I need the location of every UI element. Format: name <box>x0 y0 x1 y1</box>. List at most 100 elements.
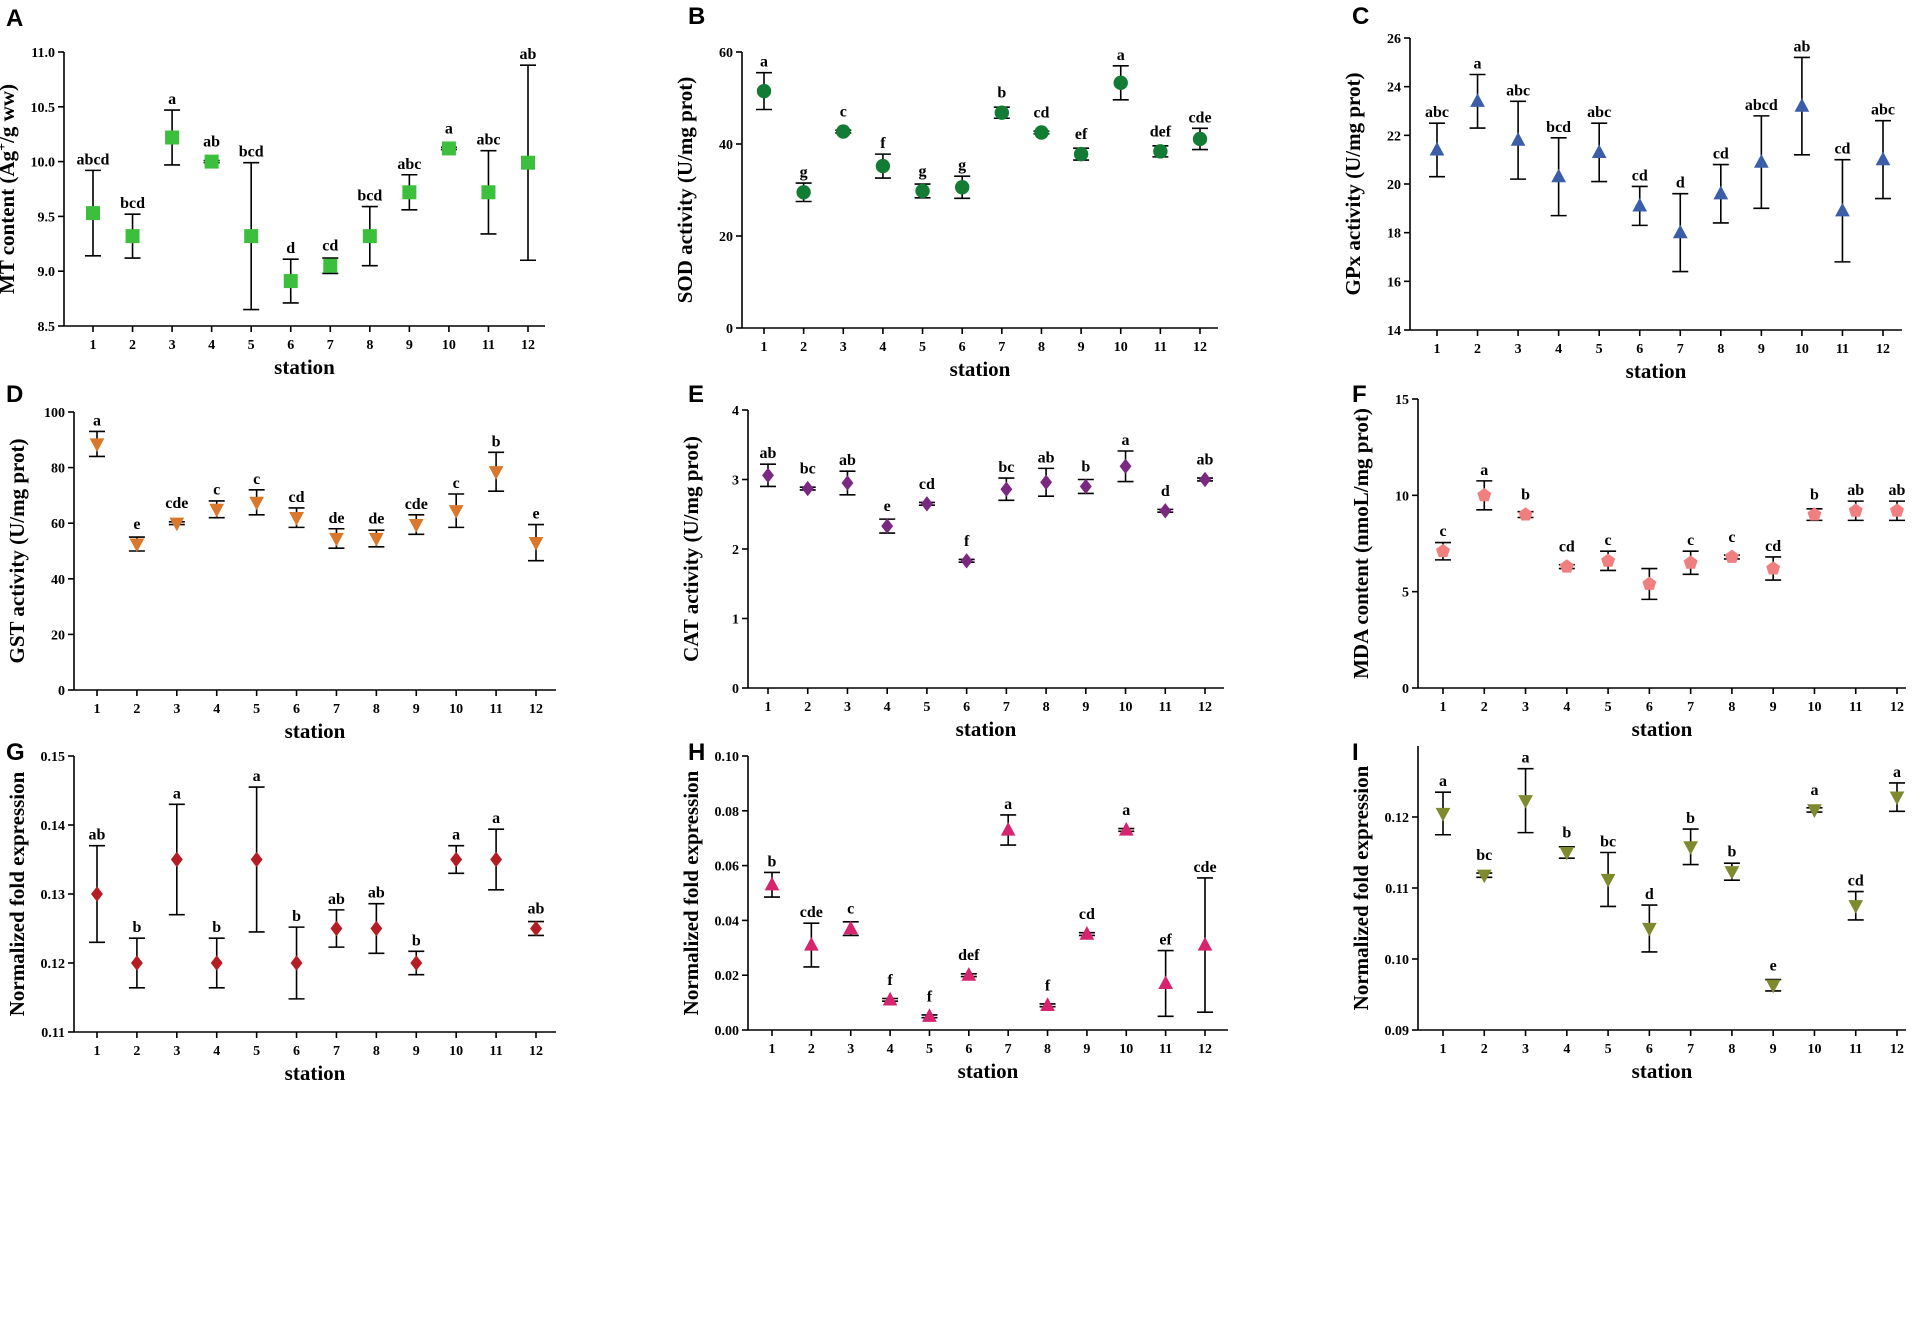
significance-label: b <box>412 932 421 949</box>
y-tick-label: 20 <box>719 230 733 245</box>
data-point <box>1113 75 1128 91</box>
data-point <box>165 130 180 145</box>
x-axis-title: station <box>958 1059 1019 1083</box>
significance-label: cd <box>1559 539 1575 556</box>
y-tick-label: 11.0 <box>31 46 55 61</box>
x-tick-label: 2 <box>133 702 140 717</box>
data-point <box>1192 131 1208 147</box>
data-point <box>954 180 970 195</box>
x-axis-title: station <box>285 719 346 743</box>
data-point <box>1477 487 1492 502</box>
significance-label: a <box>1117 47 1125 64</box>
data-point <box>882 991 898 1006</box>
significance-label: f <box>880 135 886 152</box>
y-tick-label: 0.11 <box>1385 882 1409 897</box>
significance-label: ab <box>528 901 545 918</box>
significance-label: ab <box>520 46 537 63</box>
data-point <box>1642 922 1657 937</box>
y-tick-label: 0.14 <box>41 819 66 834</box>
x-axis-title: station <box>950 357 1011 381</box>
x-tick-label: 1 <box>90 338 97 353</box>
y-tick-label: 40 <box>719 138 733 153</box>
data-point <box>920 496 933 512</box>
y-tick-label: 0.09 <box>1385 1024 1410 1039</box>
significance-label: bc <box>998 459 1014 476</box>
x-tick-label: 11 <box>1159 1042 1172 1057</box>
x-tick-label: 11 <box>482 338 495 353</box>
data-point <box>330 920 343 937</box>
data-point <box>209 503 225 518</box>
significance-label: cde <box>1193 859 1216 876</box>
x-tick-label: 6 <box>959 340 966 355</box>
x-tick-label: 1 <box>94 1044 101 1059</box>
data-point <box>369 532 384 547</box>
x-tick-label: 9 <box>406 338 413 353</box>
x-tick-label: 4 <box>208 338 215 353</box>
data-point <box>1600 873 1616 888</box>
y-tick-label: 80 <box>51 462 65 477</box>
significance-label: ab <box>1038 449 1055 466</box>
x-tick-label: 8 <box>1038 340 1045 355</box>
x-tick-label: 12 <box>529 1044 543 1059</box>
data-point <box>915 183 930 199</box>
data-point <box>89 438 105 453</box>
significance-label: bcd <box>357 188 382 205</box>
data-point <box>370 920 383 937</box>
significance-label: a <box>492 810 500 827</box>
data-point <box>129 538 145 553</box>
significance-label: c <box>840 104 847 121</box>
y-tick-label: 0 <box>732 682 739 697</box>
significance-label: b <box>1810 487 1819 504</box>
panel-letter: C <box>1352 3 1369 30</box>
significance-label: e <box>884 498 891 515</box>
data-point <box>1429 141 1445 156</box>
significance-label: b <box>1727 844 1736 861</box>
y-tick-label: 9.0 <box>38 265 56 280</box>
y-axis-title: Normalized fold expression <box>5 771 29 1016</box>
data-point <box>448 505 464 519</box>
x-tick-label: 5 <box>253 1044 260 1059</box>
significance-label: g <box>919 163 927 180</box>
significance-label: ab <box>1793 38 1810 55</box>
significance-label: a <box>760 54 768 71</box>
x-tick-label: 9 <box>413 1044 420 1059</box>
data-point <box>91 886 103 902</box>
x-tick-label: 4 <box>884 700 891 715</box>
y-tick-label: 8.5 <box>38 320 56 335</box>
data-point <box>441 141 456 156</box>
data-point <box>1724 549 1739 563</box>
significance-label: f <box>927 988 933 1005</box>
significance-label: b <box>1686 810 1695 827</box>
data-point <box>1848 900 1864 914</box>
y-tick-label: 20 <box>1387 178 1401 193</box>
x-tick-label: 6 <box>287 338 294 353</box>
x-tick-label: 6 <box>963 700 970 715</box>
data-point <box>1079 478 1092 495</box>
significance-label: c <box>1605 532 1612 549</box>
y-axis-title: SOD activity (U/mg prot) <box>673 77 697 304</box>
data-point <box>169 517 185 532</box>
x-tick-label: 1 <box>769 1042 776 1057</box>
data-point <box>881 518 894 534</box>
x-tick-label: 5 <box>1605 1042 1612 1057</box>
data-point <box>1079 926 1095 940</box>
data-point <box>1601 553 1616 567</box>
data-point <box>130 955 143 971</box>
significance-label: g <box>958 157 966 174</box>
data-point <box>408 518 424 533</box>
x-tick-label: 12 <box>1876 342 1890 357</box>
x-axis-title: station <box>1632 717 1693 741</box>
y-tick-label: 16 <box>1387 275 1401 290</box>
data-point <box>521 155 535 170</box>
x-tick-label: 1 <box>761 340 768 355</box>
significance-label: bcd <box>239 144 264 161</box>
data-point <box>1794 98 1810 112</box>
y-tick-label: 0 <box>726 322 733 337</box>
data-point <box>1875 151 1891 166</box>
data-point <box>841 475 854 491</box>
y-tick-label: 10.5 <box>31 101 56 116</box>
significance-label: abc <box>1506 82 1530 99</box>
x-tick-label: 11 <box>1159 700 1172 715</box>
significance-label: cd <box>322 238 338 255</box>
